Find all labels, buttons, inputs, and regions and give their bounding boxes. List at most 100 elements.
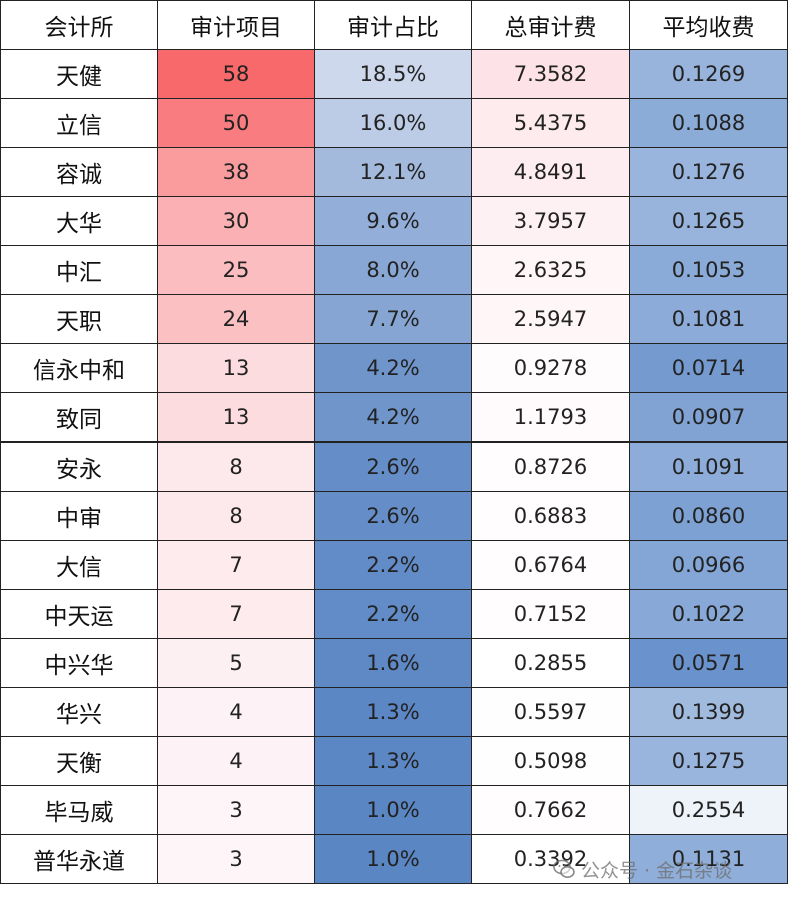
avg-fee-cell: 0.1265	[629, 196, 788, 246]
avg-fee-cell: 0.0714	[629, 343, 788, 393]
avg-fee-cell: 0.0966	[629, 540, 788, 590]
projects-cell: 4	[157, 736, 315, 786]
table-row: 容诚 38 12.1% 4.8491 0.1276	[0, 147, 788, 197]
total-fee-cell: 7.3582	[471, 49, 630, 99]
projects-cell: 38	[157, 147, 315, 197]
total-fee-cell: 2.5947	[471, 294, 630, 344]
avg-fee-cell: 0.1276	[629, 147, 788, 197]
table-row: 中审 8 2.6% 0.6883 0.0860	[0, 491, 788, 541]
header-firm: 会计所	[0, 0, 158, 50]
firm-cell: 天职	[0, 294, 158, 344]
table-row: 大信 7 2.2% 0.6764 0.0966	[0, 540, 788, 590]
total-fee-cell: 0.2855	[471, 638, 630, 688]
table-row: 毕马威 3 1.0% 0.7662 0.2554	[0, 785, 788, 835]
table-row: 安永 8 2.6% 0.8726 0.1091	[0, 441, 788, 492]
avg-fee-cell: 0.1275	[629, 736, 788, 786]
avg-fee-cell: 0.1053	[629, 245, 788, 295]
projects-cell: 30	[157, 196, 315, 246]
projects-cell: 4	[157, 687, 315, 737]
firm-cell: 中汇	[0, 245, 158, 295]
projects-cell: 8	[157, 491, 315, 541]
projects-cell: 7	[157, 589, 315, 639]
avg-fee-cell: 0.0571	[629, 638, 788, 688]
projects-cell: 24	[157, 294, 315, 344]
total-fee-cell: 0.6883	[471, 491, 630, 541]
avg-fee-cell: 0.1081	[629, 294, 788, 344]
table-row: 致同 13 4.2% 1.1793 0.0907	[0, 392, 788, 443]
avg-fee-cell: 0.1022	[629, 589, 788, 639]
total-fee-cell: 0.9278	[471, 343, 630, 393]
projects-cell: 58	[157, 49, 315, 99]
header-projects: 审计项目	[157, 0, 315, 50]
share-cell: 12.1%	[314, 147, 472, 197]
total-fee-cell: 3.7957	[471, 196, 630, 246]
table-row: 信永中和 13 4.2% 0.9278 0.0714	[0, 343, 788, 393]
share-cell: 2.6%	[314, 491, 472, 541]
avg-fee-cell: 0.1088	[629, 98, 788, 148]
firm-cell: 安永	[0, 441, 158, 492]
firm-cell: 大华	[0, 196, 158, 246]
firm-cell: 天健	[0, 49, 158, 99]
share-cell: 1.6%	[314, 638, 472, 688]
firm-cell: 中天运	[0, 589, 158, 639]
total-fee-cell: 0.7152	[471, 589, 630, 639]
share-cell: 4.2%	[314, 392, 472, 443]
projects-cell: 7	[157, 540, 315, 590]
share-cell: 9.6%	[314, 196, 472, 246]
share-cell: 2.6%	[314, 441, 472, 492]
total-fee-cell: 0.6764	[471, 540, 630, 590]
table-row: 天职 24 7.7% 2.5947 0.1081	[0, 294, 788, 344]
total-fee-cell: 2.6325	[471, 245, 630, 295]
projects-cell: 50	[157, 98, 315, 148]
projects-cell: 13	[157, 343, 315, 393]
avg-fee-cell: 0.1091	[629, 441, 788, 492]
firm-cell: 致同	[0, 392, 158, 443]
total-fee-cell: 4.8491	[471, 147, 630, 197]
total-fee-cell: 0.5597	[471, 687, 630, 737]
firm-cell: 中审	[0, 491, 158, 541]
table-row: 普华永道 3 1.0% 0.3392 0.1131	[0, 834, 788, 884]
header-share: 审计占比	[314, 0, 472, 50]
firm-cell: 华兴	[0, 687, 158, 737]
firm-cell: 信永中和	[0, 343, 158, 393]
share-cell: 8.0%	[314, 245, 472, 295]
projects-cell: 3	[157, 785, 315, 835]
share-cell: 4.2%	[314, 343, 472, 393]
share-cell: 7.7%	[314, 294, 472, 344]
total-fee-cell: 1.1793	[471, 392, 630, 443]
projects-cell: 13	[157, 392, 315, 443]
share-cell: 1.3%	[314, 736, 472, 786]
table-row: 华兴 4 1.3% 0.5597 0.1399	[0, 687, 788, 737]
header-total-fee: 总审计费	[471, 0, 630, 50]
avg-fee-cell: 0.1399	[629, 687, 788, 737]
total-fee-cell: 0.5098	[471, 736, 630, 786]
total-fee-cell: 0.3392	[471, 834, 630, 884]
table-row: 天健 58 18.5% 7.3582 0.1269	[0, 49, 788, 99]
avg-fee-cell: 0.1131	[629, 834, 788, 884]
projects-cell: 8	[157, 441, 315, 492]
firm-cell: 普华永道	[0, 834, 158, 884]
firm-cell: 立信	[0, 98, 158, 148]
share-cell: 16.0%	[314, 98, 472, 148]
firm-cell: 天衡	[0, 736, 158, 786]
share-cell: 2.2%	[314, 589, 472, 639]
projects-cell: 3	[157, 834, 315, 884]
projects-cell: 25	[157, 245, 315, 295]
table-row: 天衡 4 1.3% 0.5098 0.1275	[0, 736, 788, 786]
table-row: 大华 30 9.6% 3.7957 0.1265	[0, 196, 788, 246]
share-cell: 1.3%	[314, 687, 472, 737]
total-fee-cell: 0.8726	[471, 441, 630, 492]
share-cell: 2.2%	[314, 540, 472, 590]
header-avg-fee: 平均收费	[629, 0, 788, 50]
avg-fee-cell: 0.2554	[629, 785, 788, 835]
share-cell: 1.0%	[314, 785, 472, 835]
header-row: 会计所 审计项目 审计占比 总审计费 平均收费	[0, 0, 788, 50]
avg-fee-cell: 0.1269	[629, 49, 788, 99]
table-row: 中天运 7 2.2% 0.7152 0.1022	[0, 589, 788, 639]
share-cell: 1.0%	[314, 834, 472, 884]
avg-fee-cell: 0.0907	[629, 392, 788, 443]
projects-cell: 5	[157, 638, 315, 688]
share-cell: 18.5%	[314, 49, 472, 99]
table-row: 立信 50 16.0% 5.4375 0.1088	[0, 98, 788, 148]
